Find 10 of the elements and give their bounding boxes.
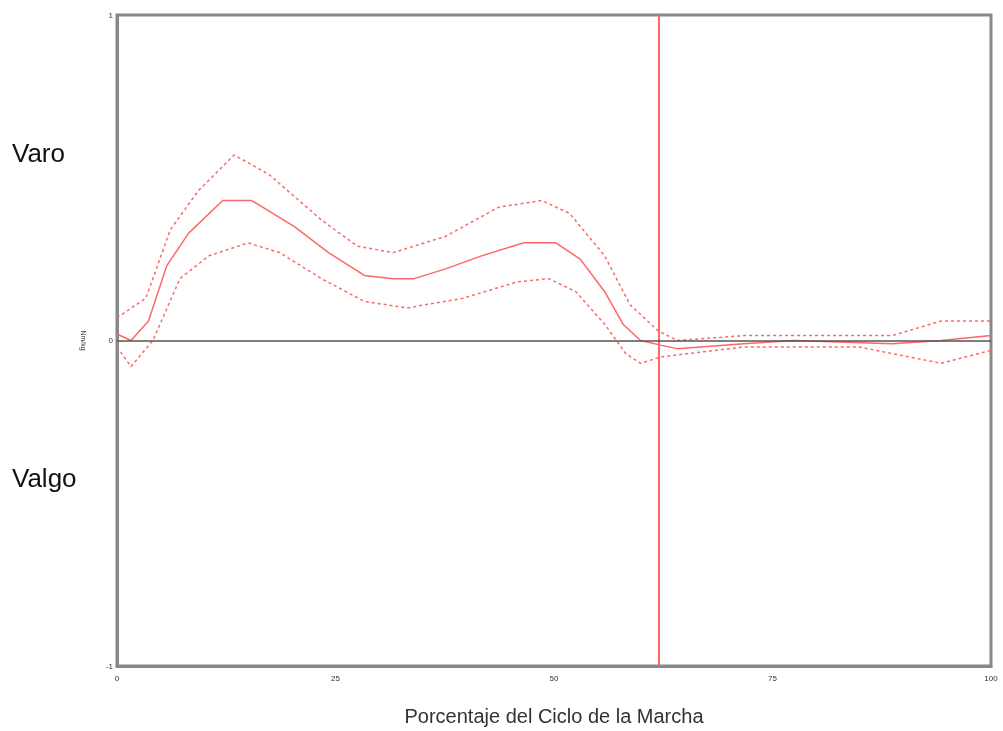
y-tick-label: 1 bbox=[108, 10, 114, 20]
x-tick-label: 25 bbox=[331, 673, 341, 683]
y-tick-label: -1 bbox=[105, 661, 114, 671]
y-tick-label: 0 bbox=[108, 336, 114, 345]
text: Varo bbox=[12, 138, 65, 168]
text: Valgo bbox=[12, 463, 77, 493]
x-tick-label: 75 bbox=[768, 673, 778, 683]
x-tick-label: 100 bbox=[984, 673, 999, 683]
x-tick-label: 50 bbox=[549, 673, 559, 683]
x-axis-title: Porcentaje del Ciclo de la Marcha bbox=[404, 705, 705, 727]
